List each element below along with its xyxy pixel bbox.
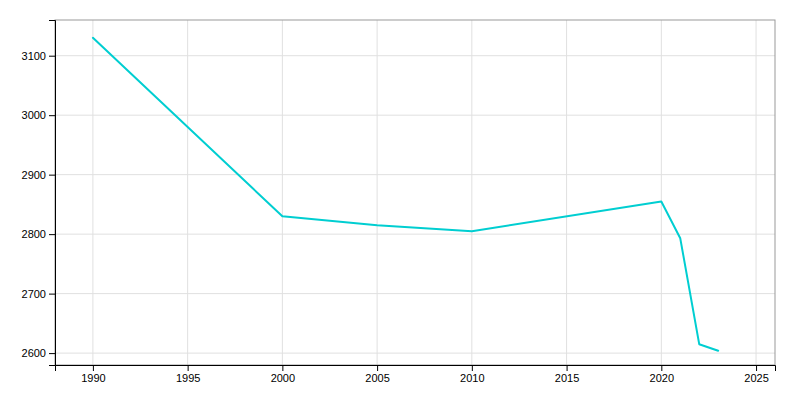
tick-mark xyxy=(282,365,283,371)
tick-mark xyxy=(661,365,662,371)
tick-mark xyxy=(756,365,757,371)
grid-line-y xyxy=(55,293,775,294)
chart: 1990 1995 2000 2005 2010 2015 2020 2025 2600 2700… xyxy=(0,0,800,400)
tick: 2900 xyxy=(22,169,55,181)
tick-label: 2015 xyxy=(555,372,579,384)
tick: 2600 xyxy=(22,347,55,359)
grid-line-y xyxy=(55,234,775,235)
tick: 3000 xyxy=(22,109,55,121)
tick-label: 2020 xyxy=(650,372,674,384)
tick-mark xyxy=(49,294,55,295)
tick-label: 3100 xyxy=(22,50,46,62)
tick-mark xyxy=(49,353,55,354)
grid-line-x xyxy=(756,20,757,365)
x-axis: 1990 1995 2000 2005 2010 2015 2020 2025 xyxy=(56,365,776,384)
tick: 2015 xyxy=(555,365,579,384)
plot: 1990 1995 2000 2005 2010 2015 2020 2025 2600 2700… xyxy=(22,20,776,384)
tick: 2025 xyxy=(744,365,768,384)
tick: 2800 xyxy=(22,228,55,240)
tick: 3100 xyxy=(22,50,55,62)
tick-mark xyxy=(49,175,55,176)
tick: 2700 xyxy=(22,288,55,300)
tick-label: 2010 xyxy=(460,372,484,384)
tick-mark xyxy=(49,56,55,57)
tick: 2020 xyxy=(650,365,674,384)
tick: 2000 xyxy=(271,365,295,384)
tick: 1995 xyxy=(176,365,200,384)
grid-line-x xyxy=(566,20,567,365)
tick-label: 2600 xyxy=(22,347,46,359)
tick-label: 2025 xyxy=(744,372,768,384)
tick-mark xyxy=(567,365,568,371)
tick-label: 2000 xyxy=(271,372,295,384)
grid-line-x xyxy=(282,20,283,365)
tick-mark xyxy=(93,365,94,371)
axis-line xyxy=(56,366,776,372)
tick-mark xyxy=(472,365,473,371)
tick-mark xyxy=(49,115,55,116)
grid-line-x xyxy=(187,20,188,365)
tick: 2010 xyxy=(460,365,484,384)
data-line xyxy=(93,38,718,351)
tick-label: 2900 xyxy=(22,169,46,181)
marks xyxy=(93,38,718,351)
tick-label: 2700 xyxy=(22,288,46,300)
grid-line-y xyxy=(55,115,775,116)
tick-mark xyxy=(188,365,189,371)
grid xyxy=(55,20,775,365)
grid-line-x xyxy=(377,20,378,365)
grid-line-y xyxy=(55,55,775,56)
tick-label: 1990 xyxy=(81,372,105,384)
tick: 2005 xyxy=(365,365,389,384)
axis-line xyxy=(49,21,56,366)
tick-label: 3000 xyxy=(22,109,46,121)
y-axis: 2600 2700 2800 2900 3000 3100 xyxy=(22,21,56,366)
tick-label: 2005 xyxy=(365,372,389,384)
tick-label: 2800 xyxy=(22,228,46,240)
grid-line-x xyxy=(92,20,93,365)
tick-mark xyxy=(377,365,378,371)
grid-line-x xyxy=(471,20,472,365)
tick-label: 1995 xyxy=(176,372,200,384)
tick: 1990 xyxy=(81,365,105,384)
grid-line-y xyxy=(55,353,775,354)
plot-frame xyxy=(55,20,775,365)
grid-line-x xyxy=(661,20,662,365)
grid-line-y xyxy=(55,174,775,175)
tick-mark xyxy=(49,234,55,235)
